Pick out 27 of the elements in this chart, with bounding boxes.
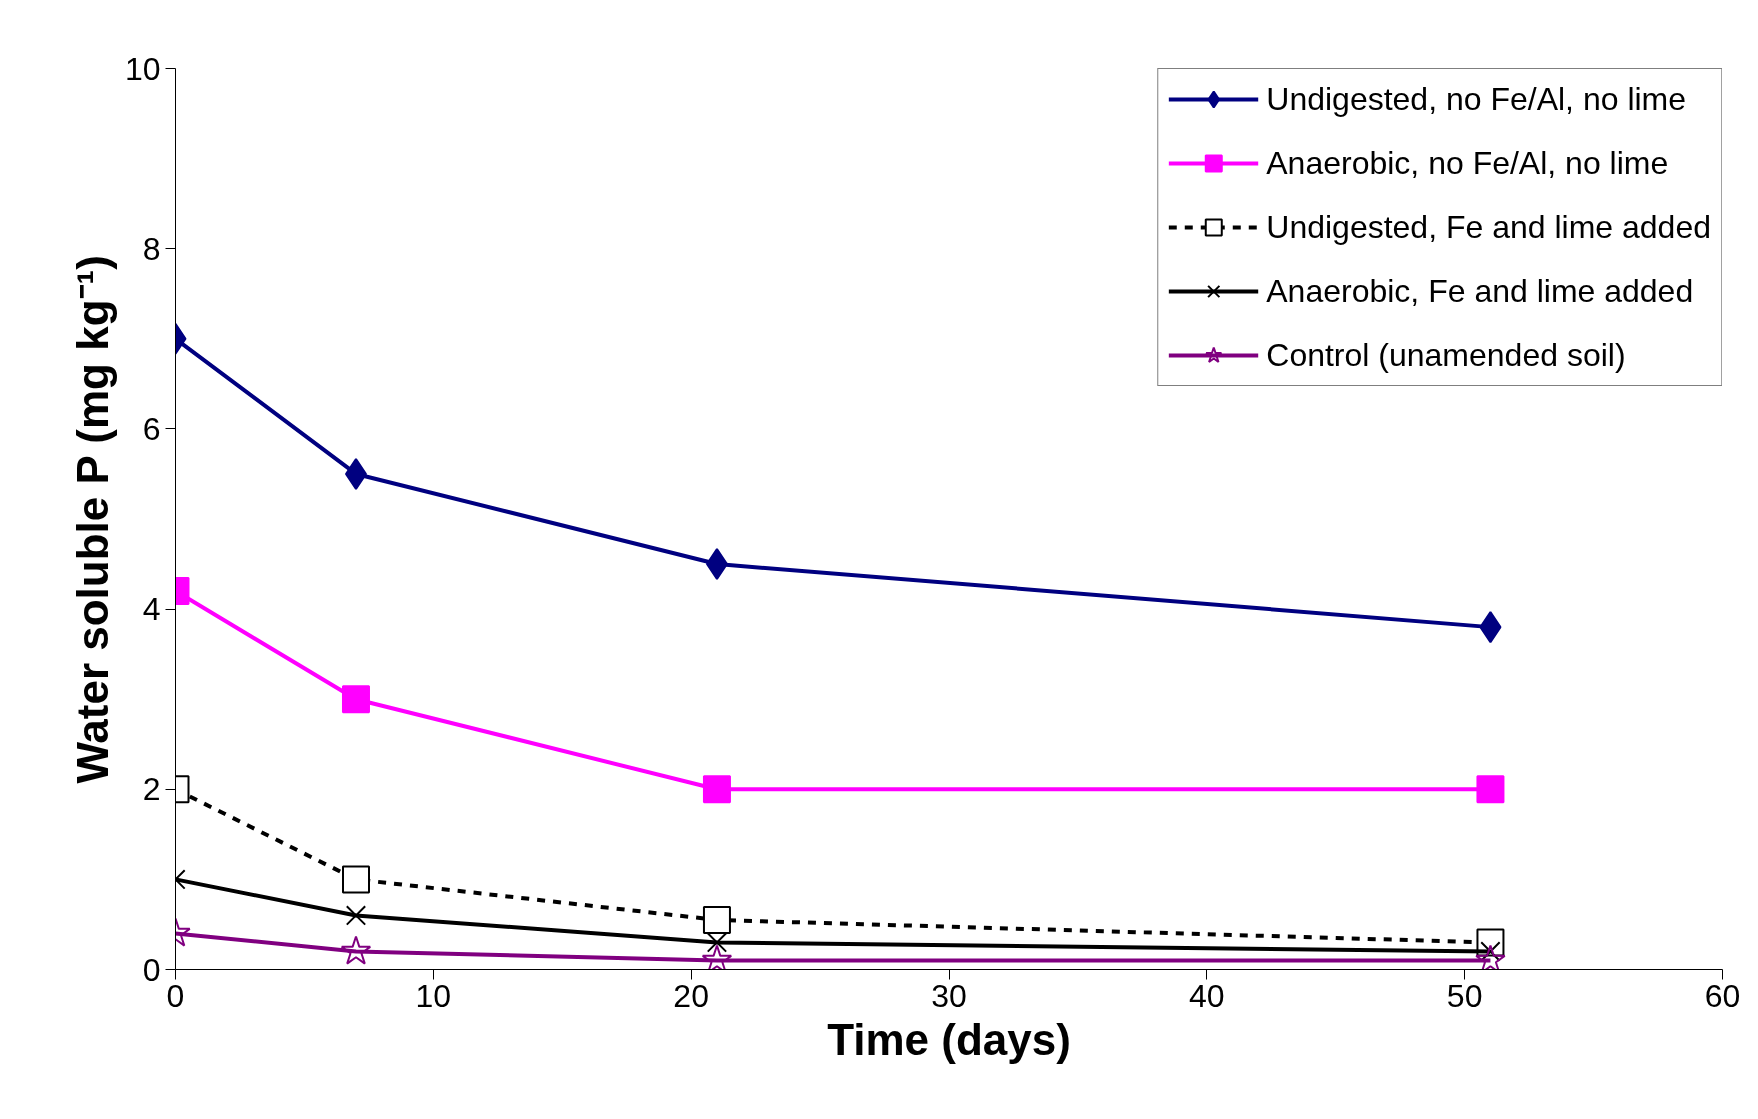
y-tick-label: 6 [142,410,161,447]
x-tick-label: 40 [1189,977,1225,1014]
point [341,685,370,714]
y-tick-label: 8 [142,230,161,267]
point [702,775,731,804]
legend-label: Undigested, no Fe/Al, no lime [1266,80,1687,118]
legend-label: Anaerobic, no Fe/Al, no lime [1266,144,1669,182]
x-tick-label: 0 [166,977,185,1014]
x-tick-label: 30 [931,977,967,1014]
point [1476,775,1505,804]
legend-label: Control (unamended soil) [1266,336,1626,374]
y-axis-title: Water soluble P (mg kg⁻¹) [67,255,117,784]
y-tick-label: 4 [142,591,161,628]
legend-label: Anaerobic, Fe and lime added [1266,272,1694,310]
point [702,905,731,934]
y-tick-label: 10 [124,50,161,87]
point [341,865,370,894]
point [706,932,728,953]
x-tick-label: 10 [415,977,452,1014]
x-tick-label: 60 [1704,977,1741,1014]
x-tick-label: 50 [1446,977,1483,1014]
y-tick-label: 2 [142,771,161,808]
point [345,905,367,926]
legend-label: Undigested, Fe and lime added [1266,208,1711,246]
x-axis-title: Time (days) [827,1014,1071,1064]
y-tick-label: 0 [142,951,161,988]
x-tick-label: 20 [673,977,709,1014]
